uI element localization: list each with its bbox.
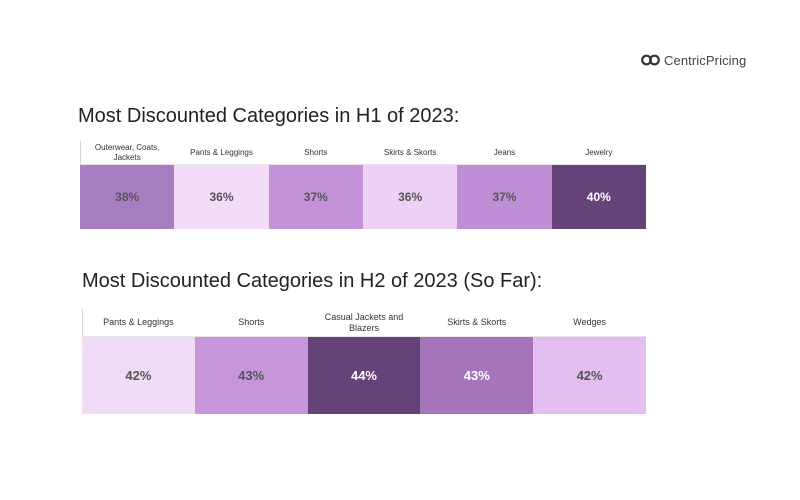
table-left-edge	[80, 141, 81, 165]
brand-name: CentricPricing	[664, 52, 747, 68]
header-row: Pants & Leggings Shorts Casual Jackets and…	[82, 309, 646, 337]
category-label: Casual Jackets and Blazers	[324, 312, 404, 333]
category-label: Skirts & Skorts	[383, 147, 437, 157]
category-label: Skirts & Skorts	[447, 317, 507, 328]
table-left-edge	[82, 309, 83, 337]
discount-value-cell: 36%	[362, 165, 458, 229]
chart-title-h1: Most Discounted Categories in H1 of 2023…	[78, 105, 460, 127]
category-label: Jeans	[493, 147, 516, 157]
h2-discount-table: Pants & Leggings Shorts Casual Jackets and…	[82, 309, 646, 414]
category-label: Jewelry	[585, 147, 613, 157]
category-label: Pants & Leggings	[103, 317, 174, 328]
discount-value-cell: 43%	[194, 337, 308, 414]
discount-value-cell: 37%	[457, 165, 552, 229]
category-label: Wedges	[573, 317, 607, 328]
discount-value-cell: 44%	[307, 337, 421, 414]
discount-value-cell: 37%	[268, 165, 363, 229]
category-label: Shorts	[304, 147, 328, 157]
chart-title-h2: Most Discounted Categories in H2 of 2023…	[82, 270, 543, 292]
discount-value-cell: 36%	[174, 165, 269, 229]
value-row: 42% 43% 44% 43% 42%	[82, 337, 646, 414]
h1-discount-table: Outerwear, Coats, Jackets Pants & Legging…	[80, 141, 646, 229]
category-label: Pants & Leggings	[190, 147, 253, 157]
discount-value-cell: 38%	[80, 165, 175, 229]
discount-value-cell: 40%	[551, 165, 646, 229]
header-row: Outerwear, Coats, Jackets Pants & Legging…	[80, 141, 646, 165]
brand-logo: CentricPricing	[641, 51, 746, 69]
category-label: Outerwear, Coats, Jackets	[94, 143, 160, 162]
discount-value-cell: 43%	[420, 337, 534, 414]
discount-value-cell: 42%	[82, 337, 195, 414]
value-row: 38% 36% 37% 36% 37% 40%	[80, 165, 646, 229]
discount-value-cell: 42%	[533, 337, 646, 414]
category-label: Shorts	[238, 317, 265, 328]
infinity-logo-icon	[641, 54, 660, 66]
